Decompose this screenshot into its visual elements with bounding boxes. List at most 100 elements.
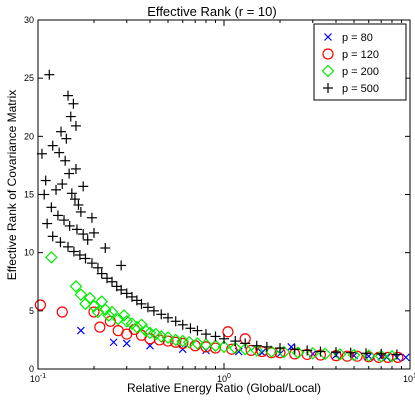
data-point bbox=[86, 212, 97, 223]
data-point bbox=[65, 111, 76, 122]
data-point bbox=[125, 317, 139, 330]
data-point bbox=[54, 147, 65, 158]
data-point bbox=[55, 237, 66, 248]
data-point bbox=[116, 260, 127, 271]
data-point bbox=[40, 175, 51, 186]
data-point bbox=[182, 335, 196, 349]
legend-marker bbox=[324, 33, 332, 41]
data-point bbox=[70, 120, 81, 131]
data-point bbox=[391, 349, 402, 360]
y-tick-label: 0 bbox=[29, 364, 34, 374]
x-tick-base: 10 bbox=[403, 374, 413, 384]
data-point bbox=[36, 148, 47, 159]
data-point bbox=[219, 333, 229, 344]
y-tick-label: 30 bbox=[24, 15, 34, 25]
data-point bbox=[69, 194, 80, 205]
data-point bbox=[382, 353, 391, 362]
data-point bbox=[345, 347, 356, 358]
data-point bbox=[73, 199, 84, 210]
data-point bbox=[47, 140, 58, 151]
legend-label: p = 500 bbox=[342, 83, 379, 95]
data-point bbox=[130, 320, 144, 334]
data-point bbox=[148, 305, 159, 316]
data-point bbox=[88, 227, 99, 238]
data-point bbox=[142, 302, 153, 313]
data-point bbox=[74, 249, 85, 260]
data-point bbox=[250, 344, 264, 357]
data-point bbox=[64, 168, 75, 179]
data-point bbox=[68, 98, 79, 109]
data-point bbox=[185, 323, 196, 334]
data-point bbox=[111, 312, 125, 326]
data-point bbox=[169, 333, 183, 347]
data-point bbox=[87, 299, 101, 313]
data-point bbox=[228, 341, 242, 355]
data-point bbox=[116, 284, 127, 295]
data-point bbox=[64, 220, 75, 231]
data-point bbox=[86, 258, 97, 269]
data-point bbox=[47, 231, 58, 242]
data-point bbox=[66, 188, 77, 199]
data-point bbox=[68, 246, 79, 257]
data-point bbox=[59, 215, 70, 226]
data-point bbox=[78, 181, 89, 192]
data-point bbox=[238, 342, 252, 356]
legend-marker bbox=[321, 64, 335, 78]
data-point bbox=[161, 331, 175, 344]
data-point bbox=[34, 299, 46, 311]
data-point bbox=[258, 348, 266, 357]
y-tick-label: 20 bbox=[24, 131, 34, 141]
data-point bbox=[136, 298, 147, 309]
data-point bbox=[69, 280, 83, 293]
legend-box bbox=[313, 23, 407, 101]
data-point bbox=[92, 262, 103, 273]
data-point bbox=[109, 338, 118, 347]
data-point bbox=[192, 325, 203, 336]
data-point bbox=[60, 155, 71, 166]
y-axis-label: Effective Rank of Covariance Matrix bbox=[5, 90, 19, 281]
data-point bbox=[83, 291, 97, 305]
data-point bbox=[94, 321, 106, 333]
x-tick-exponent: -1 bbox=[40, 373, 46, 380]
data-point bbox=[46, 202, 57, 213]
data-point bbox=[210, 331, 221, 342]
data-point bbox=[117, 309, 131, 322]
data-point bbox=[156, 309, 167, 320]
data-point bbox=[57, 179, 68, 190]
data-point bbox=[61, 133, 72, 144]
data-point bbox=[45, 250, 58, 264]
data-point bbox=[289, 344, 300, 355]
data-point bbox=[376, 348, 387, 359]
data-point bbox=[265, 345, 278, 358]
data-point bbox=[200, 329, 211, 340]
y-tick-label: 25 bbox=[24, 73, 34, 83]
data-point bbox=[100, 243, 111, 254]
data-point bbox=[191, 337, 204, 350]
x-tick-base: 10 bbox=[30, 374, 40, 384]
data-point bbox=[302, 345, 313, 356]
x-tick-label: 100 bbox=[217, 373, 231, 384]
data-point bbox=[88, 306, 100, 318]
data-point bbox=[70, 163, 81, 174]
data-point bbox=[76, 326, 85, 335]
data-point bbox=[102, 309, 116, 322]
x-tick-exponent: 1 bbox=[413, 373, 415, 380]
data-point bbox=[401, 353, 410, 362]
y-tick-label: 10 bbox=[24, 248, 34, 258]
data-point bbox=[392, 351, 404, 363]
data-point bbox=[44, 69, 55, 80]
data-point bbox=[163, 312, 174, 323]
data-point bbox=[222, 326, 234, 338]
data-point bbox=[178, 345, 187, 354]
data-point bbox=[139, 324, 153, 337]
data-point bbox=[63, 90, 74, 101]
data-point bbox=[98, 303, 112, 317]
x-tick-base: 10 bbox=[217, 374, 227, 384]
data-point bbox=[170, 316, 181, 327]
data-point bbox=[230, 336, 241, 347]
legend-label: p = 80 bbox=[342, 32, 373, 44]
data-point bbox=[56, 306, 68, 318]
data-point bbox=[162, 335, 174, 347]
